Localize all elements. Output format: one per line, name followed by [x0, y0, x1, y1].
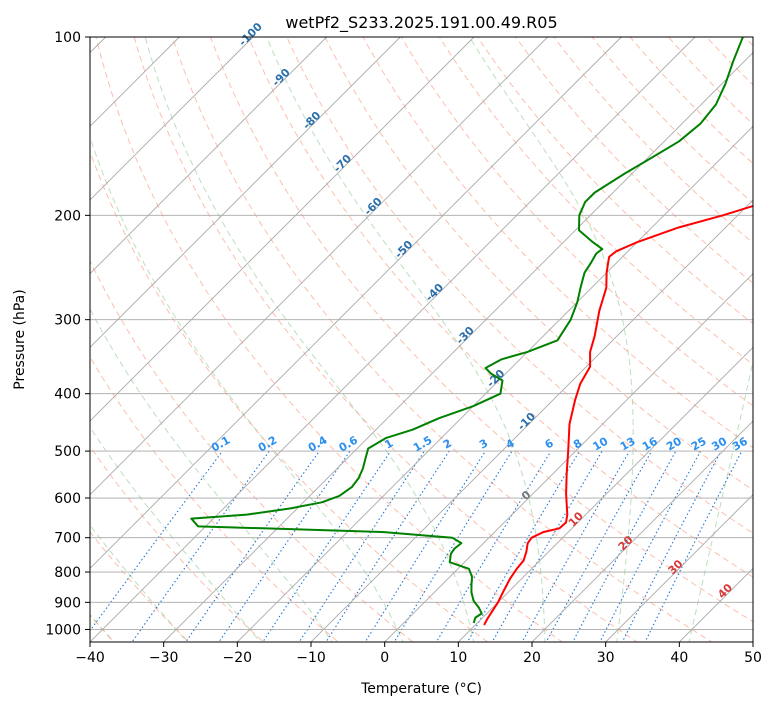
x-tick-label: 40: [670, 650, 688, 666]
dry-adiabat-line: [770, 24, 775, 654]
x-tick-label: 20: [523, 650, 541, 666]
dry-adiabat-line: [90, 531, 190, 642]
dewpoint-profile: [190, 37, 744, 624]
moist-adiabat-line: [759, 37, 775, 654]
dry-adiabat-line: [90, 445, 265, 642]
x-tick-label: 0: [380, 650, 389, 666]
isotherm-line: [310, 199, 753, 642]
y-tick-label: 1000: [45, 622, 81, 638]
y-tick-label: 300: [54, 313, 81, 329]
y-tick-label: 100: [54, 30, 81, 46]
dry-adiabat-line: [286, 37, 753, 534]
plot-frame: [89, 36, 754, 643]
x-axis-ticks: −40 −30 −20 −10 0 10 20 30 40 50: [75, 642, 762, 666]
isotherm-line: [384, 273, 753, 642]
x-tick-label: 10: [449, 650, 467, 666]
isotherm-line: [90, 37, 254, 201]
x-tick-label: −20: [223, 650, 253, 666]
dry-adiabat-line: [90, 259, 414, 642]
isotherm-line: [237, 125, 753, 642]
y-tick-label: 400: [54, 387, 81, 403]
y-tick-label: 500: [54, 444, 81, 460]
dry-adiabat-line: [133, 37, 638, 642]
isotherm-line: [90, 37, 696, 642]
dry-adiabat-line: [209, 37, 753, 623]
isotherm-line: [90, 37, 548, 496]
moist-adiabat-line: [144, 37, 475, 642]
isotherm-line: [90, 37, 622, 569]
y-axis-ticks: 100 200 300 400 500 600 700 800 900 1000: [45, 30, 90, 638]
sounding-profiles: [190, 37, 753, 626]
isotherm-line: [90, 37, 475, 422]
isotherm-line: [90, 37, 327, 275]
isotherms: [90, 37, 753, 642]
dry-adiabat-line: [95, 37, 564, 642]
dry-adiabat-line: [477, 37, 753, 325]
dry-adiabat-line: [400, 37, 753, 407]
plot-background: [90, 37, 753, 642]
isotherm-line: [458, 346, 753, 642]
isotherm-line: [90, 37, 401, 348]
y-tick-label: 900: [54, 595, 81, 611]
y-tick-label: 800: [54, 565, 81, 581]
x-tick-label: −40: [75, 650, 105, 666]
chart-title: wetPf2_S233.2025.191.00.49.R05: [285, 13, 557, 33]
moist-adiabat-line: [90, 308, 333, 642]
moist-adiabat-line: [468, 37, 634, 642]
isotherm-line: [531, 420, 753, 642]
y-tick-label: 600: [54, 491, 81, 507]
dry-adiabat-line: [171, 37, 713, 642]
y-axis-label: Pressure (hPa): [12, 289, 28, 389]
x-tick-label: −30: [149, 650, 179, 666]
y-tick-label: 200: [54, 208, 81, 224]
dry-adiabats: [90, 24, 775, 654]
isotherm-line: [605, 494, 753, 642]
x-tick-label: 30: [597, 650, 615, 666]
dry-adiabat-line: [248, 37, 753, 578]
isotherm-line: [163, 52, 753, 642]
y-tick-label: 700: [54, 531, 81, 547]
x-tick-label: −10: [296, 650, 326, 666]
isotherm-line: [752, 641, 753, 642]
isobars: [90, 37, 753, 630]
x-axis-label: Temperature (°C): [360, 681, 482, 697]
moist-adiabat-line: [266, 37, 546, 642]
dry-adiabat-line: [90, 356, 340, 642]
temperature-profile: [483, 204, 753, 626]
dry-adiabat-line: [438, 37, 753, 366]
x-tick-label: 50: [744, 650, 762, 666]
